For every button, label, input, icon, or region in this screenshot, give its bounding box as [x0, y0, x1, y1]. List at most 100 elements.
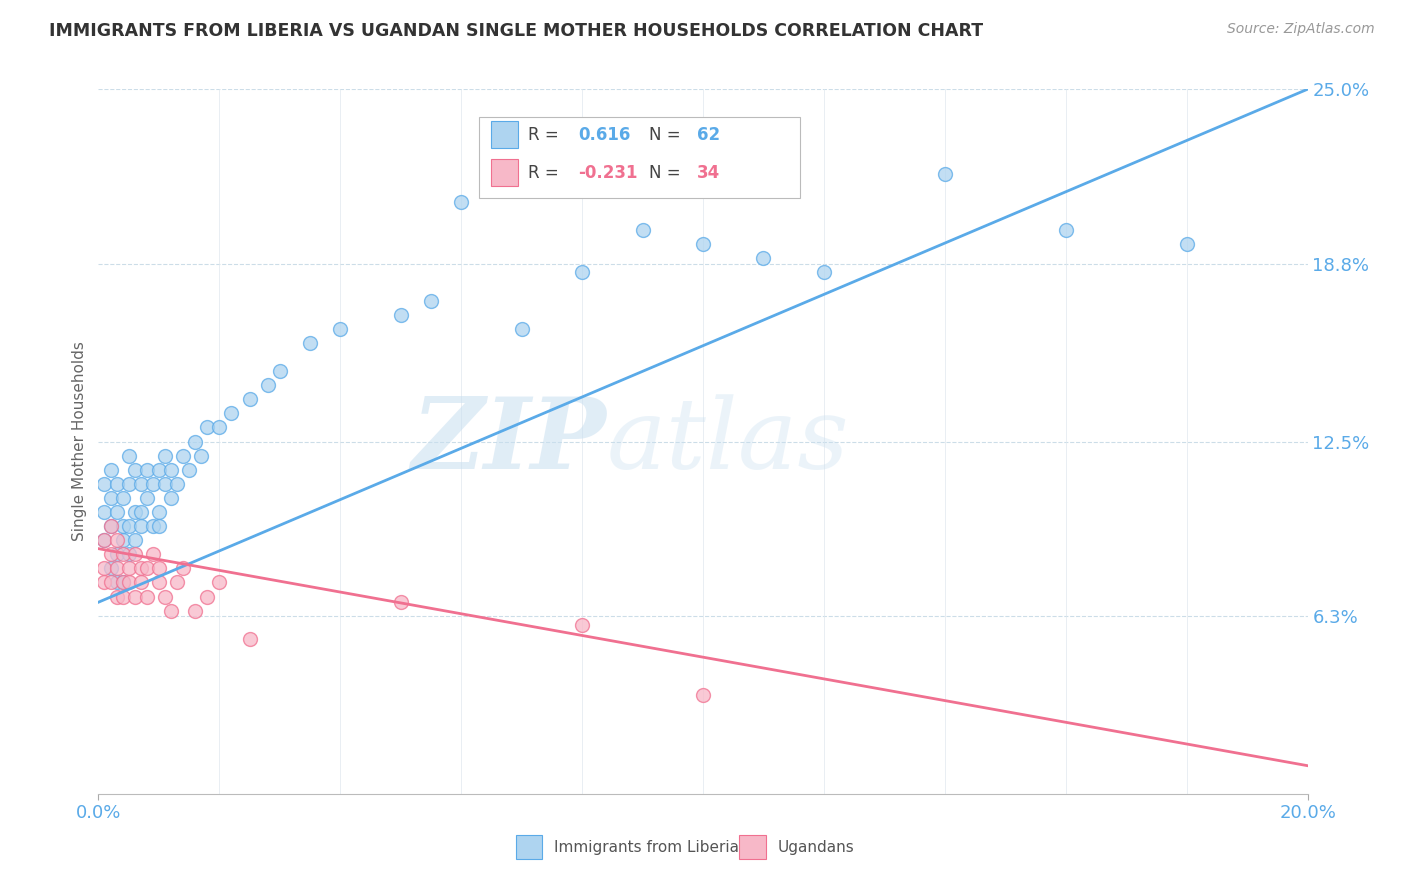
Point: [93, 533, 115, 548]
Point: [190, 449, 212, 463]
Point: [105, 547, 128, 561]
Point: [160, 491, 183, 505]
Point: [135, 491, 157, 505]
Point: [142, 476, 165, 491]
Point: [389, 595, 412, 609]
Point: [118, 575, 141, 590]
Point: [100, 561, 122, 575]
Point: [148, 463, 170, 477]
Text: Immigrants from Liberia: Immigrants from Liberia: [554, 840, 740, 855]
Point: [93, 505, 115, 519]
Text: N =: N =: [648, 126, 686, 144]
FancyBboxPatch shape: [479, 118, 800, 198]
Point: [118, 449, 141, 463]
Point: [269, 364, 291, 378]
Point: [124, 463, 146, 477]
Point: [111, 533, 134, 548]
Point: [571, 617, 593, 632]
Point: [389, 308, 412, 322]
Text: IMMIGRANTS FROM LIBERIA VS UGANDAN SINGLE MOTHER HOUSEHOLDS CORRELATION CHART: IMMIGRANTS FROM LIBERIA VS UGANDAN SINGL…: [49, 22, 983, 40]
Y-axis label: Single Mother Households: Single Mother Households: [72, 342, 87, 541]
Point: [93, 533, 115, 548]
Point: [124, 505, 146, 519]
Text: N =: N =: [648, 164, 686, 182]
Point: [481, 181, 503, 195]
Text: Ugandans: Ugandans: [778, 840, 855, 855]
Point: [329, 322, 352, 336]
Text: atlas: atlas: [606, 394, 849, 489]
Point: [118, 476, 141, 491]
Point: [813, 265, 835, 279]
Point: [420, 293, 443, 308]
Point: [256, 378, 278, 392]
Point: [148, 505, 170, 519]
Point: [135, 463, 157, 477]
Point: [166, 476, 188, 491]
FancyBboxPatch shape: [492, 121, 517, 148]
Point: [179, 463, 201, 477]
Point: [105, 476, 128, 491]
Point: [129, 561, 152, 575]
Point: [239, 392, 262, 407]
Point: [129, 505, 152, 519]
FancyBboxPatch shape: [740, 835, 766, 859]
Point: [93, 575, 115, 590]
Text: R =: R =: [527, 126, 564, 144]
Point: [239, 632, 262, 646]
Point: [129, 476, 152, 491]
Point: [118, 547, 141, 561]
Point: [571, 265, 593, 279]
Point: [105, 533, 128, 548]
Point: [692, 688, 714, 702]
Point: [111, 491, 134, 505]
Point: [93, 476, 115, 491]
Point: [142, 519, 165, 533]
Point: [135, 561, 157, 575]
Point: [934, 167, 956, 181]
Point: [142, 547, 165, 561]
Point: [124, 533, 146, 548]
Point: [111, 575, 134, 590]
Point: [299, 335, 322, 350]
Point: [105, 561, 128, 575]
Point: [692, 237, 714, 252]
Point: [124, 590, 146, 604]
Text: 34: 34: [697, 164, 720, 182]
Point: [100, 575, 122, 590]
Point: [153, 476, 176, 491]
Point: [118, 561, 141, 575]
Point: [111, 547, 134, 561]
Point: [100, 491, 122, 505]
Point: [118, 519, 141, 533]
Text: 62: 62: [697, 126, 720, 144]
Point: [129, 575, 152, 590]
Point: [1175, 237, 1198, 252]
Point: [172, 449, 194, 463]
Point: [100, 519, 122, 533]
FancyBboxPatch shape: [516, 835, 543, 859]
Point: [510, 322, 533, 336]
Point: [111, 590, 134, 604]
Point: [124, 547, 146, 561]
Point: [135, 590, 157, 604]
Point: [129, 519, 152, 533]
Point: [93, 561, 115, 575]
Point: [160, 604, 183, 618]
Text: -0.231: -0.231: [578, 164, 638, 182]
Point: [153, 449, 176, 463]
Point: [752, 252, 775, 266]
Text: 0.616: 0.616: [578, 126, 631, 144]
Point: [111, 519, 134, 533]
Point: [450, 194, 472, 209]
Point: [105, 575, 128, 590]
Point: [111, 575, 134, 590]
Text: ZIP: ZIP: [412, 393, 606, 490]
Point: [184, 604, 207, 618]
Point: [195, 420, 218, 434]
Point: [100, 547, 122, 561]
Point: [631, 223, 654, 237]
Point: [105, 505, 128, 519]
Text: Source: ZipAtlas.com: Source: ZipAtlas.com: [1227, 22, 1375, 37]
Point: [100, 463, 122, 477]
Point: [172, 561, 194, 575]
